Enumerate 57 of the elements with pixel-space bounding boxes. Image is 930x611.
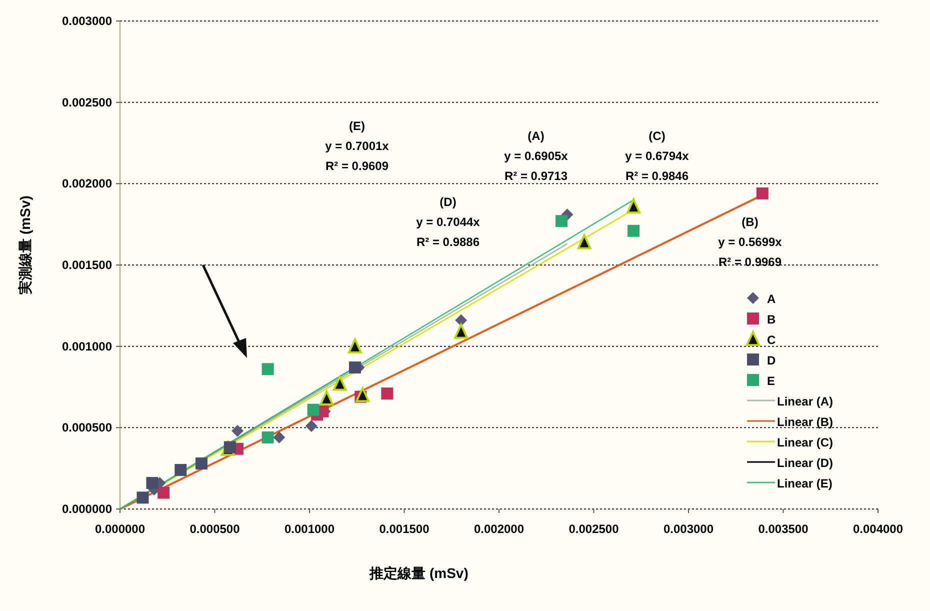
legend-label: E bbox=[767, 374, 776, 388]
point bbox=[174, 464, 187, 476]
y-tick-label: 0.002500 bbox=[62, 95, 112, 110]
point bbox=[628, 224, 640, 237]
annotation: (B) y = 0.5699x R² = 0.9969 bbox=[718, 215, 782, 269]
y-tick-label: 0.001000 bbox=[62, 339, 112, 354]
annotation: (A) y = 0.6905x R² = 0.9713 bbox=[504, 129, 568, 183]
point bbox=[454, 324, 468, 339]
legend-label: Linear (A) bbox=[777, 394, 834, 408]
legend-label: A bbox=[767, 292, 776, 306]
x-axis-title: 推定線量 (mSv) bbox=[368, 565, 468, 581]
point bbox=[262, 431, 274, 444]
point bbox=[146, 476, 158, 489]
x-tick-label: 0.002500 bbox=[568, 522, 620, 536]
point bbox=[348, 361, 361, 374]
x-tick-label: 0.003500 bbox=[758, 522, 809, 536]
legend-label: Linear (B) bbox=[777, 415, 834, 429]
point bbox=[320, 390, 334, 406]
point bbox=[231, 424, 244, 437]
point bbox=[305, 420, 318, 432]
point bbox=[332, 376, 347, 391]
point bbox=[348, 338, 362, 354]
x-tick-label: 0.000000 bbox=[94, 522, 146, 536]
legend-label: Linear (E) bbox=[777, 476, 832, 490]
point bbox=[756, 187, 768, 200]
point bbox=[262, 363, 274, 376]
point bbox=[626, 198, 641, 214]
point bbox=[136, 492, 149, 504]
y-axis-title: 実測線量 (mSv) bbox=[17, 196, 33, 294]
x-tick-label: 0.001500 bbox=[379, 522, 430, 536]
x-tick-label: 0.000500 bbox=[190, 522, 240, 536]
y-tick-label: 0.002000 bbox=[62, 176, 112, 191]
point bbox=[356, 387, 370, 402]
point bbox=[577, 234, 592, 250]
point bbox=[307, 404, 320, 416]
annotation: (E) y = 0.7001x R² = 0.9609 bbox=[325, 119, 390, 173]
point bbox=[381, 388, 394, 400]
point bbox=[455, 314, 468, 326]
annotation: (C) y = 0.6794x R² = 0.9846 bbox=[625, 129, 690, 183]
x-tick-label: 0.001000 bbox=[284, 522, 335, 536]
legend-label: B bbox=[767, 312, 776, 326]
x-tick-label: 0.004000 bbox=[852, 522, 904, 536]
y-tick-label: 0.001500 bbox=[62, 258, 112, 272]
y-tick-label: 0.000000 bbox=[62, 502, 112, 516]
point bbox=[195, 457, 208, 470]
x-tick-label: 0.003000 bbox=[663, 522, 714, 536]
point bbox=[158, 486, 170, 499]
point bbox=[273, 431, 286, 444]
legend-label: C bbox=[767, 333, 776, 347]
point bbox=[556, 215, 568, 228]
legend-label: D bbox=[767, 354, 776, 368]
y-tick-label: 0.000500 bbox=[62, 420, 112, 435]
x-tick-label: 0.002000 bbox=[474, 522, 524, 536]
annotation: (D) y = 0.7044x R² = 0.9886 bbox=[416, 195, 480, 249]
y-tick-label: 0.003000 bbox=[62, 14, 112, 28]
legend-label: Linear (D) bbox=[777, 456, 834, 470]
legend-label: Linear (C) bbox=[777, 436, 834, 450]
